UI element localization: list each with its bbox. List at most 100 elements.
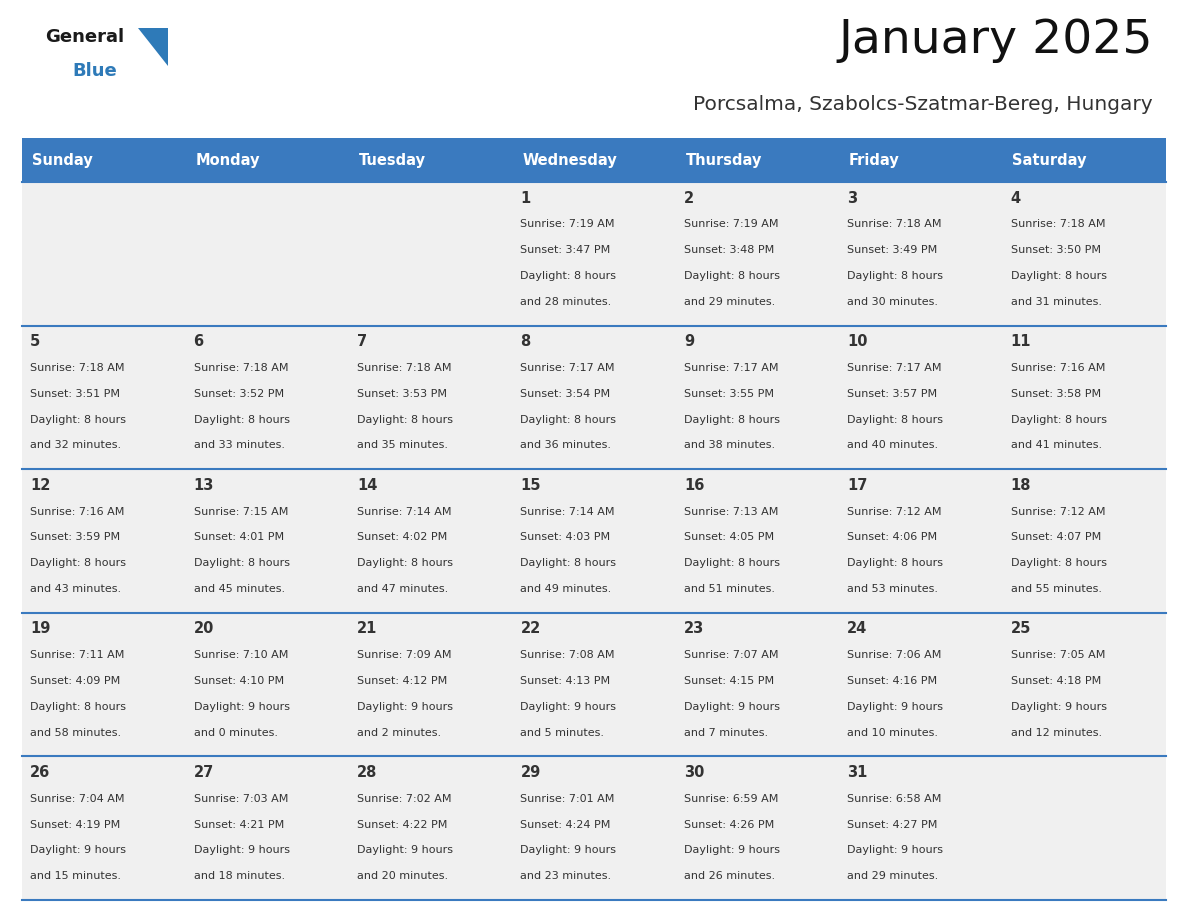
Text: 6: 6 xyxy=(194,334,203,349)
Text: 5: 5 xyxy=(30,334,40,349)
Bar xyxy=(185,613,349,756)
Bar xyxy=(23,756,185,900)
Text: Tuesday: Tuesday xyxy=(359,152,425,167)
Text: and 5 minutes.: and 5 minutes. xyxy=(520,728,605,738)
Text: Daylight: 8 hours: Daylight: 8 hours xyxy=(684,558,779,568)
Text: and 58 minutes.: and 58 minutes. xyxy=(30,728,121,738)
Text: Daylight: 8 hours: Daylight: 8 hours xyxy=(1011,415,1107,425)
Bar xyxy=(185,756,349,900)
Text: and 7 minutes.: and 7 minutes. xyxy=(684,728,767,738)
Text: Daylight: 8 hours: Daylight: 8 hours xyxy=(194,558,290,568)
Text: Sunrise: 7:07 AM: Sunrise: 7:07 AM xyxy=(684,650,778,660)
Text: Sunrise: 7:06 AM: Sunrise: 7:06 AM xyxy=(847,650,942,660)
Text: Sunrise: 7:02 AM: Sunrise: 7:02 AM xyxy=(358,794,451,804)
Text: and 26 minutes.: and 26 minutes. xyxy=(684,871,775,881)
Text: Daylight: 9 hours: Daylight: 9 hours xyxy=(358,702,453,711)
Bar xyxy=(185,182,349,326)
Text: Sunset: 3:49 PM: Sunset: 3:49 PM xyxy=(847,245,937,255)
Text: 11: 11 xyxy=(1011,334,1031,349)
Text: Sunrise: 7:13 AM: Sunrise: 7:13 AM xyxy=(684,507,778,517)
Text: and 36 minutes.: and 36 minutes. xyxy=(520,441,612,451)
Text: Daylight: 9 hours: Daylight: 9 hours xyxy=(30,845,126,856)
Bar xyxy=(676,326,839,469)
Text: 18: 18 xyxy=(1011,477,1031,493)
Text: Sunrise: 7:12 AM: Sunrise: 7:12 AM xyxy=(847,507,942,517)
Text: Sunrise: 7:03 AM: Sunrise: 7:03 AM xyxy=(194,794,287,804)
Text: and 41 minutes.: and 41 minutes. xyxy=(1011,441,1101,451)
Text: Daylight: 9 hours: Daylight: 9 hours xyxy=(684,702,779,711)
Bar xyxy=(23,138,185,182)
Bar xyxy=(1003,469,1165,613)
Text: 12: 12 xyxy=(30,477,51,493)
Bar xyxy=(1003,756,1165,900)
Text: Sunrise: 7:18 AM: Sunrise: 7:18 AM xyxy=(30,363,125,373)
Text: 19: 19 xyxy=(30,621,51,636)
Text: Sunset: 4:21 PM: Sunset: 4:21 PM xyxy=(194,820,284,830)
Text: Sunset: 3:57 PM: Sunset: 3:57 PM xyxy=(847,389,937,398)
Text: Sunrise: 7:16 AM: Sunrise: 7:16 AM xyxy=(1011,363,1105,373)
Text: and 15 minutes.: and 15 minutes. xyxy=(30,871,121,881)
Text: 15: 15 xyxy=(520,477,541,493)
Bar xyxy=(1003,613,1165,756)
Text: Sunset: 4:13 PM: Sunset: 4:13 PM xyxy=(520,676,611,686)
Text: 14: 14 xyxy=(358,477,378,493)
Text: Thursday: Thursday xyxy=(685,152,762,167)
Bar xyxy=(839,138,1003,182)
Text: Sunset: 3:54 PM: Sunset: 3:54 PM xyxy=(520,389,611,398)
Text: Sunset: 4:07 PM: Sunset: 4:07 PM xyxy=(1011,532,1101,543)
Text: Daylight: 8 hours: Daylight: 8 hours xyxy=(847,558,943,568)
Text: Daylight: 9 hours: Daylight: 9 hours xyxy=(520,702,617,711)
Bar xyxy=(676,182,839,326)
Bar xyxy=(1003,182,1165,326)
Text: Sunrise: 6:59 AM: Sunrise: 6:59 AM xyxy=(684,794,778,804)
Text: Blue: Blue xyxy=(72,62,116,80)
Polygon shape xyxy=(138,28,168,66)
Text: Sunset: 4:02 PM: Sunset: 4:02 PM xyxy=(358,532,447,543)
Bar xyxy=(676,613,839,756)
Text: Sunrise: 7:09 AM: Sunrise: 7:09 AM xyxy=(358,650,451,660)
Text: Daylight: 9 hours: Daylight: 9 hours xyxy=(847,845,943,856)
Text: 27: 27 xyxy=(194,765,214,780)
Text: 16: 16 xyxy=(684,477,704,493)
Text: Sunrise: 7:16 AM: Sunrise: 7:16 AM xyxy=(30,507,125,517)
Text: and 12 minutes.: and 12 minutes. xyxy=(1011,728,1101,738)
Text: Sunrise: 7:15 AM: Sunrise: 7:15 AM xyxy=(194,507,287,517)
Text: 21: 21 xyxy=(358,621,378,636)
Text: Sunrise: 7:08 AM: Sunrise: 7:08 AM xyxy=(520,650,615,660)
Text: Daylight: 8 hours: Daylight: 8 hours xyxy=(847,415,943,425)
Text: Daylight: 8 hours: Daylight: 8 hours xyxy=(520,271,617,281)
Text: Sunrise: 7:14 AM: Sunrise: 7:14 AM xyxy=(358,507,451,517)
Text: Sunset: 4:15 PM: Sunset: 4:15 PM xyxy=(684,676,775,686)
Text: and 23 minutes.: and 23 minutes. xyxy=(520,871,612,881)
Text: 17: 17 xyxy=(847,477,867,493)
Text: Sunset: 3:52 PM: Sunset: 3:52 PM xyxy=(194,389,284,398)
Text: Sunrise: 7:01 AM: Sunrise: 7:01 AM xyxy=(520,794,615,804)
Text: Daylight: 9 hours: Daylight: 9 hours xyxy=(194,845,290,856)
Text: 29: 29 xyxy=(520,765,541,780)
Text: Sunset: 3:51 PM: Sunset: 3:51 PM xyxy=(30,389,120,398)
Text: Daylight: 9 hours: Daylight: 9 hours xyxy=(520,845,617,856)
Text: Sunrise: 7:18 AM: Sunrise: 7:18 AM xyxy=(194,363,289,373)
Text: Sunrise: 7:19 AM: Sunrise: 7:19 AM xyxy=(520,219,615,230)
Text: Sunrise: 7:14 AM: Sunrise: 7:14 AM xyxy=(520,507,615,517)
Text: Sunset: 4:16 PM: Sunset: 4:16 PM xyxy=(847,676,937,686)
Text: Sunset: 3:50 PM: Sunset: 3:50 PM xyxy=(1011,245,1101,255)
Text: Saturday: Saturday xyxy=(1012,152,1087,167)
Text: Daylight: 9 hours: Daylight: 9 hours xyxy=(194,702,290,711)
Text: 1: 1 xyxy=(520,191,531,206)
Text: January 2025: January 2025 xyxy=(839,18,1154,63)
Text: Daylight: 8 hours: Daylight: 8 hours xyxy=(30,702,126,711)
Text: Daylight: 8 hours: Daylight: 8 hours xyxy=(358,558,453,568)
Bar xyxy=(676,138,839,182)
Text: Sunset: 4:09 PM: Sunset: 4:09 PM xyxy=(30,676,120,686)
Text: Sunrise: 7:18 AM: Sunrise: 7:18 AM xyxy=(1011,219,1105,230)
Text: 30: 30 xyxy=(684,765,704,780)
Text: and 29 minutes.: and 29 minutes. xyxy=(847,871,939,881)
Text: 3: 3 xyxy=(847,191,858,206)
Bar xyxy=(512,182,676,326)
Text: Wednesday: Wednesday xyxy=(522,152,617,167)
Text: Sunset: 4:03 PM: Sunset: 4:03 PM xyxy=(520,532,611,543)
Bar xyxy=(676,756,839,900)
Text: Sunrise: 7:10 AM: Sunrise: 7:10 AM xyxy=(194,650,287,660)
Text: Daylight: 9 hours: Daylight: 9 hours xyxy=(847,702,943,711)
